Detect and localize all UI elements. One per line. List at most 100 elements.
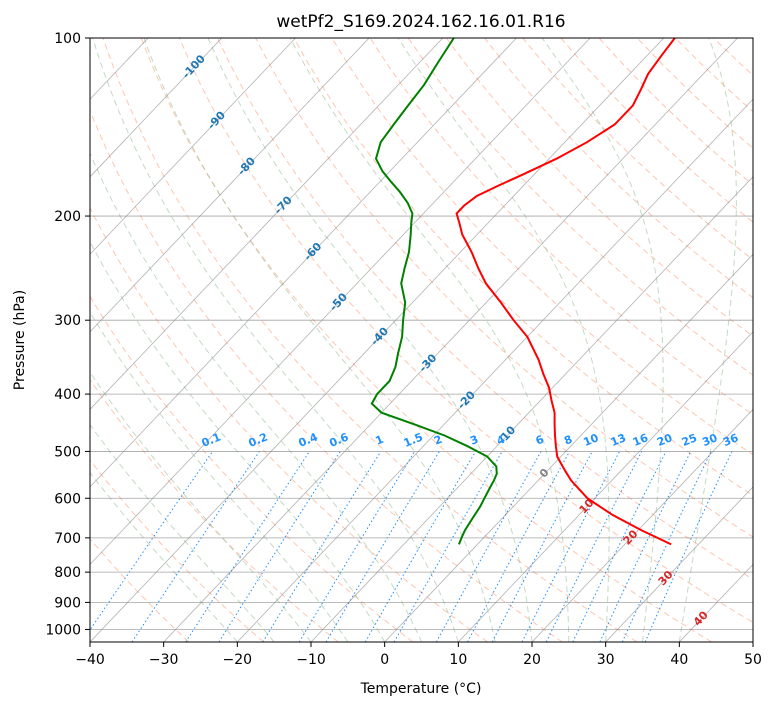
isotherm-line (458, 331, 753, 642)
chart-title: wetPf2_S169.2024.162.16.01.R16 (276, 12, 565, 32)
isotherm-line (90, 38, 444, 410)
dry-adiabat-line (90, 538, 190, 642)
dry-adiabat-line (331, 38, 753, 456)
dry-adiabat-line (713, 38, 753, 76)
dry-adiabat-line (636, 38, 753, 149)
sounding-profiles (370, 38, 676, 546)
y-tick-label: 500 (54, 444, 81, 460)
dry-adiabat-line (90, 459, 264, 642)
y-tick-label: 300 (54, 313, 81, 329)
mixing-ratio-line (185, 451, 310, 642)
plot-grid (0, 38, 753, 642)
moist-adiabat-line (90, 471, 238, 642)
moist-adiabat-line (90, 423, 275, 642)
dry-adiabat-line (369, 38, 753, 416)
mixing-ratio-label: 0.4 (297, 430, 320, 449)
y-axis: 100 200 300 400 500 600 700 800 900 1000 (45, 31, 90, 638)
dry-adiabat-line (217, 38, 753, 580)
y-tick-label: 800 (54, 565, 81, 581)
mixing-ratio-line (364, 451, 477, 642)
mixing-ratio-line (435, 451, 542, 642)
x-tick-label: 50 (744, 652, 762, 668)
mixing-ratio-line (545, 451, 643, 642)
mixing-ratio-label: 1.5 (402, 430, 425, 449)
mixing-ratio-label: 20 (655, 431, 674, 449)
moist-adiabat-line (143, 38, 496, 642)
dry-adiabat-line (751, 38, 753, 40)
y-tick-label: 200 (54, 209, 81, 225)
dry-adiabat-line (407, 38, 753, 376)
dry-adiabat-line (90, 206, 488, 642)
dry-adiabat-line (90, 109, 563, 642)
mixing-ratio-label: 0.1 (200, 430, 223, 449)
x-tick-label: 30 (597, 652, 615, 668)
x-tick-label: −20 (223, 652, 253, 668)
dry-adiabat-line (140, 38, 712, 642)
mixing-ratio-label: 10 (581, 431, 600, 449)
isotherm-line (90, 38, 370, 333)
y-axis-label: Pressure (hPa) (12, 290, 28, 390)
dewpoint-profile-line (370, 38, 498, 545)
mixing-ratio-line (90, 451, 214, 631)
x-tick-label: 40 (670, 652, 688, 668)
isotherm-line (0, 38, 1, 642)
mixing-ratio-label: 1 (374, 433, 386, 448)
dry-adiabat-line (102, 38, 638, 642)
x-tick-label: 20 (523, 652, 541, 668)
moist-adiabat-line (90, 311, 349, 642)
mixing-ratio-line (131, 451, 260, 642)
mixing-ratio-label: 0.2 (247, 430, 270, 449)
isotherm-line (90, 38, 296, 255)
y-tick-label: 600 (54, 491, 81, 507)
mixing-ratio-label: 30 (700, 431, 719, 449)
mixing-ratio-label: 25 (680, 431, 699, 449)
mixing-ratio-label: 16 (631, 431, 650, 449)
mixing-ratio-label: 6 (534, 433, 546, 448)
plot-frame (89, 37, 754, 643)
dry-adiabat-line (90, 378, 339, 642)
moist-adiabat-line (678, 38, 737, 642)
mixing-ratio-line (262, 451, 382, 642)
x-tick-label: 0 (380, 652, 389, 668)
x-tick-label: −30 (149, 652, 179, 668)
y-tick-label: 400 (54, 387, 81, 403)
moist-adiabat-line (207, 38, 533, 642)
isotherm-line (163, 38, 738, 642)
mixing-ratio-line (218, 451, 341, 642)
x-tick-label: −40 (75, 652, 105, 668)
y-tick-label: 100 (54, 31, 81, 47)
moist-adiabat-line (541, 38, 664, 642)
isotherm-line (90, 38, 223, 178)
mixing-ratio-label: 36 (721, 431, 740, 449)
mixing-ratio-label: 8 (562, 433, 574, 448)
mixing-ratio-line (572, 451, 667, 642)
dry-adiabat-line (255, 38, 753, 538)
moist-adiabat-line (90, 152, 422, 642)
isotherm-line (531, 408, 753, 642)
mixing-ratio-line (298, 451, 416, 642)
mixing-ratio-line (521, 451, 621, 642)
y-tick-label: 700 (54, 531, 81, 547)
mixing-ratio-label: 2 (432, 433, 444, 448)
mixing-ratio-line (599, 451, 692, 642)
dry-adiabat-line (598, 38, 753, 186)
dry-adiabat-line (560, 38, 753, 223)
isotherm-line (752, 641, 753, 642)
x-axis: −40 −30 −20 −10 0 10 20 30 40 50 (75, 642, 762, 668)
mixing-ratio-label: 13 (609, 431, 628, 449)
moist-adiabat-line (289, 38, 570, 642)
mixing-ratio-line (325, 451, 440, 642)
mixing-ratio-line (393, 451, 503, 642)
isotherm-line (90, 38, 665, 642)
mixing-ratio-label: 0.6 (327, 430, 350, 449)
dry-adiabat-line (522, 38, 753, 261)
x-tick-label: 10 (449, 652, 467, 668)
y-tick-label: 1000 (45, 622, 81, 638)
moist-adiabat-line (397, 38, 610, 642)
y-tick-label: 900 (54, 595, 81, 611)
x-tick-label: −10 (296, 652, 326, 668)
x-axis-label: Temperature (°C) (360, 681, 482, 697)
mixing-ratio-line (644, 451, 733, 642)
